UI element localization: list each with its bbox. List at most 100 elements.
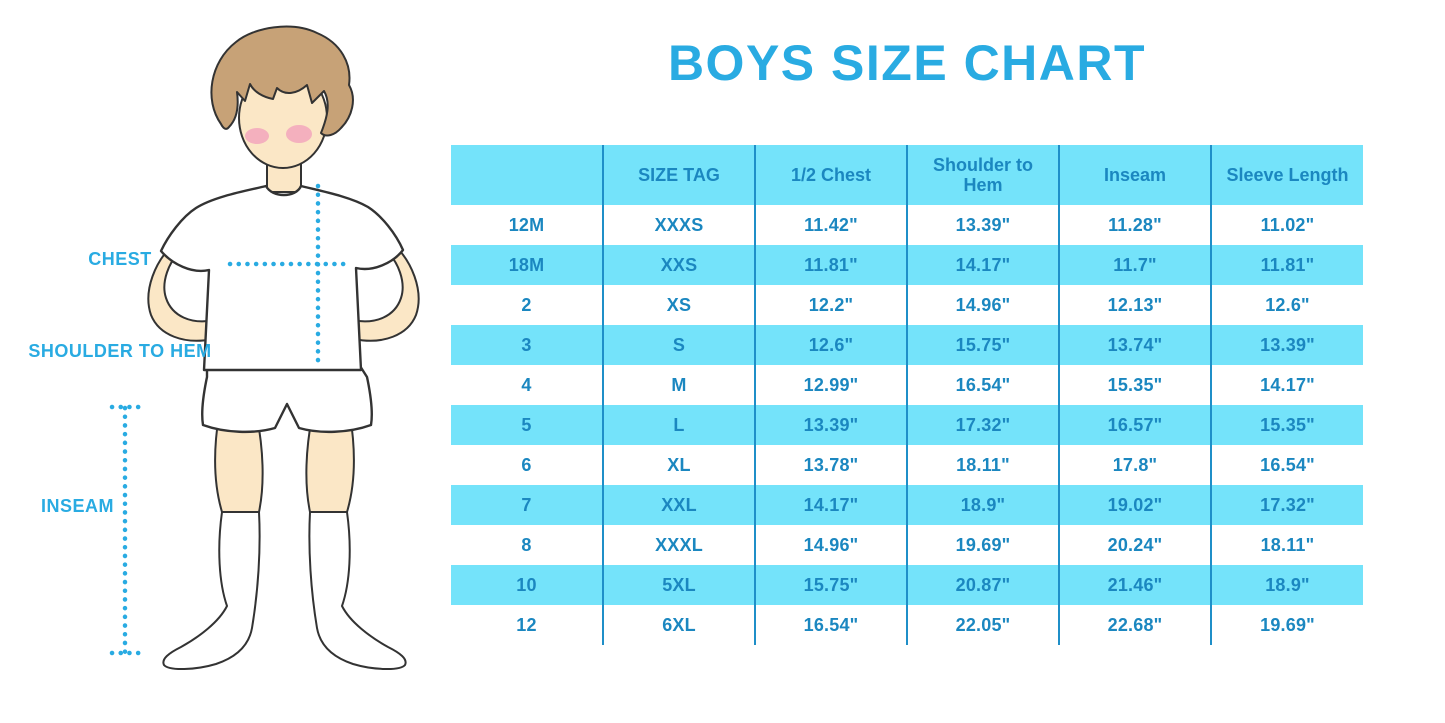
table-cell: 5XL (602, 565, 755, 605)
boy-sock-left (162, 511, 261, 670)
row-size-label: 5 (451, 405, 603, 445)
row-size-label: 12M (508, 214, 545, 235)
table-cell: 11.02" (1210, 205, 1363, 245)
table-cell: 11.81" (1210, 245, 1363, 285)
inseam-dotted-line (109, 404, 144, 656)
table-cell: XXS (602, 245, 755, 285)
table-cell: 12.2" (754, 285, 907, 325)
table-cell: 13.78" (754, 445, 907, 485)
row-size-label: 12 (516, 614, 537, 635)
table-cell: 11.81" (754, 245, 907, 285)
table-cell: 16.57" (1058, 405, 1211, 445)
table-cell: L (602, 405, 755, 445)
page-title: BOYS SIZE CHART (667, 35, 1147, 91)
table-row: 10 5XL 15.75" 20.87" 21.46" 18.9" (451, 565, 1363, 605)
table-cell: 12.6" (754, 325, 907, 365)
table-cell: 22.68" (1058, 605, 1211, 645)
table-cell: 14.17" (906, 245, 1059, 285)
table-cell: XXXL (602, 525, 755, 565)
boy-sock-right (308, 511, 407, 670)
table-cell: 17.32" (1210, 485, 1363, 525)
table-cell: 11.42" (754, 205, 907, 245)
table-cell: 13.39" (1210, 325, 1363, 365)
table-row: 3 S 12.6" 15.75" 13.74" 13.39" (451, 325, 1363, 365)
column-header: Sleeve Length (1210, 145, 1363, 205)
size-table-body: 12M XXXS 11.42" 13.39" 11.28" 11.02" 18M XXS 11.… (451, 205, 1363, 645)
table-cell: 20.24" (1058, 525, 1211, 565)
row-size-label: 4 (521, 374, 532, 395)
column-header (451, 145, 603, 205)
table-cell: 18.9" (906, 485, 1059, 525)
row-size-label: 7 (451, 485, 603, 525)
table-cell: S (602, 325, 755, 365)
table-cell: 15.75" (906, 325, 1059, 365)
size-table-head-row: SIZE TAG 1/2 Chest Shoulder to Hem Inseam Sl… (451, 145, 1363, 205)
table-row: 6 XL 13.78" 18.11" 17.8" 16.54" (451, 445, 1363, 485)
table-cell: 11.28" (1058, 205, 1211, 245)
table-cell: 14.96" (754, 525, 907, 565)
table-cell: 12.99" (754, 365, 907, 405)
table-cell: XS (602, 285, 755, 325)
column-header: SIZE TAG (602, 145, 755, 205)
inseam-label: INSEAM (40, 496, 114, 516)
table-cell: 20.87" (906, 565, 1059, 605)
chest-label: CHEST (88, 249, 152, 269)
row-size-label: 6 (521, 454, 532, 475)
table-cell: 18.9" (1210, 565, 1363, 605)
table-cell: 16.54" (754, 605, 907, 645)
boy-tshirt (159, 184, 405, 372)
row-size-label: 8 (521, 534, 532, 555)
shoulder-to-hem-label: SHOULDER TO HEM (28, 341, 212, 361)
boy-shorts (201, 364, 373, 434)
table-cell: 19.69" (906, 525, 1059, 565)
table-cell: 6XL (602, 605, 755, 645)
boy-illustration (109, 25, 420, 670)
size-table-container: SIZE TAG 1/2 Chest Shoulder to Hem Inseam Sl… (451, 145, 1363, 645)
size-table: SIZE TAG 1/2 Chest Shoulder to Hem Inseam Sl… (451, 145, 1363, 645)
table-row: 5 L 13.39" 17.32" 16.57" 15.35" (451, 405, 1363, 445)
table-cell: 13.39" (754, 405, 907, 445)
table-row: 2 XS 12.2" 14.96" 12.13" 12.6" (451, 285, 1363, 325)
table-row: 7 XXL 14.17" 18.9" 19.02" 17.32" (451, 485, 1363, 525)
row-size-label: 18M (451, 245, 603, 285)
table-cell: M (602, 365, 755, 405)
table-cell: XXL (602, 485, 755, 525)
measurement-figure (0, 0, 460, 723)
table-row: 8 XXXL 14.96" 19.69" 20.24" 18.11" (451, 525, 1363, 565)
table-cell: XXXS (602, 205, 755, 245)
table-cell: 17.8" (1058, 445, 1211, 485)
table-cell: 17.32" (906, 405, 1059, 445)
table-cell: 11.7" (1058, 245, 1211, 285)
table-cell: 14.17" (1210, 365, 1363, 405)
row-size-label: 3 (451, 325, 603, 365)
table-cell: XL (602, 445, 755, 485)
column-header: Shoulder to Hem (906, 145, 1059, 205)
table-cell: 18.11" (1210, 525, 1363, 565)
blush-left (245, 128, 269, 144)
table-cell: 18.11" (906, 445, 1059, 485)
row-size-label: 10 (451, 565, 603, 605)
table-cell: 12.6" (1210, 285, 1363, 325)
table-row: 12 6XL 16.54" 22.05" 22.68" 19.69" (451, 605, 1363, 645)
table-row: 18M XXS 11.81" 14.17" 11.7" 11.81" (451, 245, 1363, 285)
table-cell: 14.96" (906, 285, 1059, 325)
table-cell: 15.35" (1058, 365, 1211, 405)
blush-right (286, 125, 312, 143)
table-cell: 13.74" (1058, 325, 1211, 365)
table-cell: 15.35" (1210, 405, 1363, 445)
table-cell: 21.46" (1058, 565, 1211, 605)
table-row: 12M XXXS 11.42" 13.39" 11.28" 11.02" (451, 205, 1363, 245)
table-cell: 16.54" (906, 365, 1059, 405)
table-cell: 13.39" (906, 205, 1059, 245)
row-size-label: 2 (521, 294, 532, 315)
table-cell: 19.69" (1210, 605, 1363, 645)
boy-hair (210, 25, 354, 137)
table-cell: 16.54" (1210, 445, 1363, 485)
table-cell: 14.17" (754, 485, 907, 525)
table-cell: 12.13" (1058, 285, 1211, 325)
column-header: Inseam (1058, 145, 1211, 205)
column-header: 1/2 Chest (754, 145, 907, 205)
table-cell: 15.75" (754, 565, 907, 605)
table-row: 4 M 12.99" 16.54" 15.35" 14.17" (451, 365, 1363, 405)
